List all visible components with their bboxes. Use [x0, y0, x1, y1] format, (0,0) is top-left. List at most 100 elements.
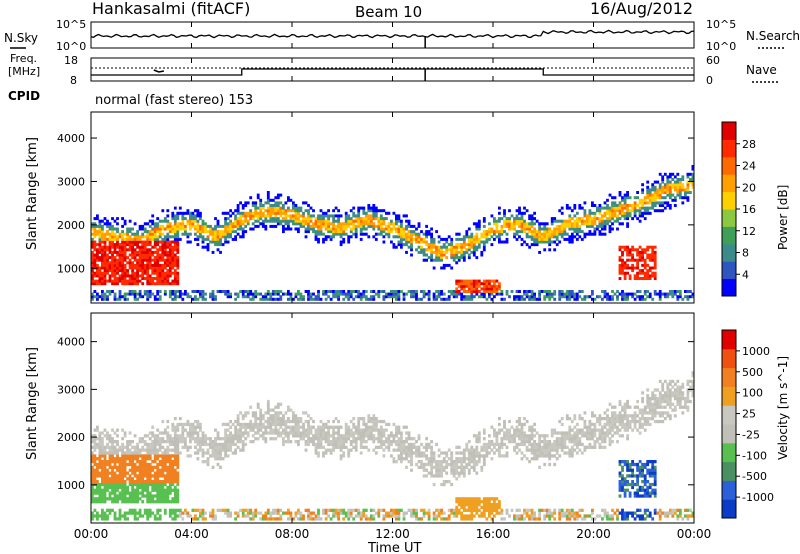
velocity-cell	[133, 511, 137, 515]
power-cell	[462, 250, 466, 254]
velocity-cell	[364, 431, 368, 435]
power-cell	[186, 219, 190, 223]
power-cell	[254, 224, 258, 228]
velocity-cell	[118, 482, 122, 487]
power-cell	[173, 227, 177, 231]
power-cell	[194, 219, 197, 223]
power-cell	[633, 206, 637, 210]
power-cell	[643, 196, 647, 200]
power-cell	[224, 222, 228, 226]
power-cell	[387, 230, 391, 234]
power-cell	[123, 253, 127, 257]
power-cell	[621, 198, 624, 202]
power-cell	[239, 217, 243, 221]
power-cell	[392, 245, 396, 249]
power-cell	[591, 224, 594, 228]
power-cell	[593, 232, 597, 236]
power-cell	[146, 222, 150, 226]
power-cell	[116, 227, 119, 231]
velocity-cell	[156, 482, 160, 487]
power-cell	[651, 183, 655, 187]
power-cell	[465, 279, 469, 283]
power-cell	[259, 297, 263, 301]
power-cell	[153, 263, 157, 267]
power-cell	[287, 290, 290, 293]
power-cell	[407, 240, 411, 244]
power-cell	[347, 240, 351, 244]
power-cell	[412, 290, 416, 293]
velocity-cell	[146, 485, 150, 490]
power-cell	[616, 217, 619, 221]
velocity-cell	[106, 445, 109, 449]
velocity-cell	[324, 517, 328, 521]
power-cell	[96, 295, 99, 299]
velocity-cell	[111, 497, 114, 501]
power-cell	[123, 243, 127, 247]
power-cell	[518, 297, 521, 301]
velocity-cell	[241, 414, 245, 418]
power-cell	[111, 235, 114, 239]
power-cell	[158, 271, 162, 275]
velocity-cell	[166, 434, 170, 438]
velocity-cell	[204, 460, 207, 464]
power-colorbar-swatch	[722, 261, 736, 280]
power-cell	[128, 263, 132, 267]
power-cell	[628, 274, 632, 278]
power-cell	[422, 253, 426, 257]
power-cell	[299, 224, 303, 228]
power-cell	[91, 250, 94, 254]
velocity-cell	[359, 451, 363, 455]
power-cell	[196, 224, 200, 228]
power-cell	[121, 235, 125, 239]
velocity-cell	[400, 437, 403, 441]
velocity-cell	[397, 457, 401, 461]
power-cell	[392, 227, 396, 231]
power-cell	[372, 217, 376, 221]
power-cell	[638, 198, 642, 202]
power-cell	[382, 227, 386, 231]
power-cell	[385, 292, 388, 296]
velocity-cell	[322, 428, 325, 432]
velocity-cell	[224, 442, 228, 447]
velocity-cell	[216, 462, 220, 467]
power-cell	[279, 211, 283, 215]
power-cell	[498, 237, 501, 241]
power-cell	[317, 237, 320, 241]
power-cell	[601, 214, 604, 218]
power-cell	[224, 232, 228, 236]
power-cell	[324, 290, 328, 293]
power-cell	[271, 217, 275, 221]
power-cell	[377, 209, 381, 213]
power-cell	[271, 219, 275, 223]
power-cell	[276, 206, 280, 210]
velocity-cell	[101, 500, 104, 504]
velocity-cell	[201, 511, 205, 515]
power-cell	[239, 224, 243, 228]
velocity-cell	[173, 437, 177, 441]
power-cell	[397, 243, 401, 247]
velocity-cell	[395, 428, 398, 432]
power-cell	[488, 284, 491, 288]
velocity-cell	[166, 491, 170, 495]
power-cell	[442, 245, 446, 249]
velocity-cell	[103, 451, 107, 455]
power-cell	[123, 266, 127, 270]
power-cell	[598, 219, 602, 223]
velocity-cell	[108, 457, 112, 461]
velocity-cell	[224, 440, 228, 444]
power-cell	[141, 258, 145, 262]
power-cell	[465, 250, 469, 254]
power-cell	[437, 248, 441, 252]
velocity-cell	[153, 480, 157, 484]
velocity-cell	[186, 434, 190, 438]
velocity-cell	[161, 457, 165, 461]
power-cell	[98, 219, 102, 223]
power-cell	[651, 256, 655, 260]
velocity-cell	[108, 465, 112, 469]
velocity-cell	[191, 437, 195, 441]
velocity-cell	[309, 437, 313, 441]
velocity-cell	[184, 422, 187, 427]
velocity-cell	[344, 422, 348, 427]
velocity-cell	[161, 491, 165, 495]
power-cell	[631, 217, 635, 221]
